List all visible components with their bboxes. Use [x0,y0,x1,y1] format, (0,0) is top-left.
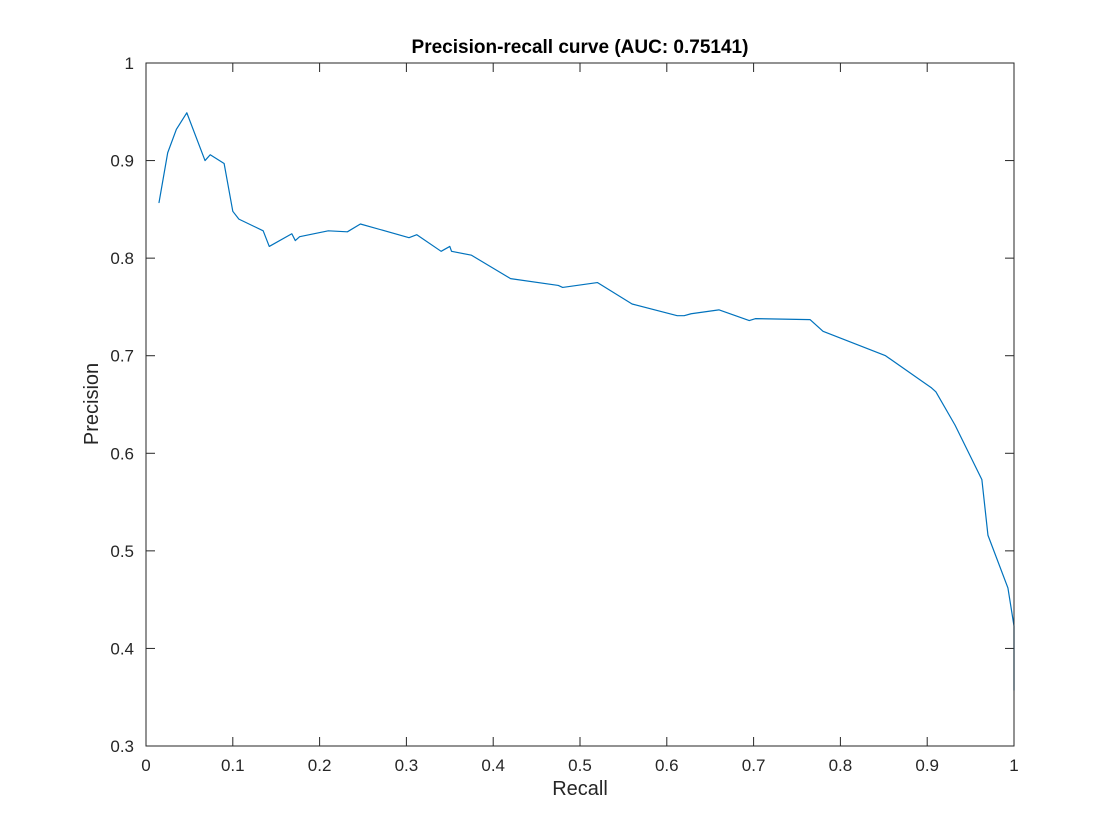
series-layer [158,112,1015,691]
x-tick-label: 0.9 [915,756,939,775]
axes-box [145,62,1015,747]
chart-title: Precision-recall curve (AUC: 0.75141) [412,37,749,58]
y-tick-label: 0.8 [110,249,134,268]
y-tick-label: 0.7 [110,347,134,366]
x-tick-label: 0.6 [655,756,679,775]
x-tick-label: 0.2 [308,756,332,775]
y-tick-label: 1 [125,54,134,73]
x-tick-label: 1 [1009,756,1018,775]
x-tick-label: 0.4 [481,756,505,775]
plot-area [146,63,1014,746]
y-axis-title: Precision [81,363,103,445]
y-tick-label: 0.6 [110,444,134,463]
x-tick-label: 0.7 [742,756,766,775]
y-tick-label: 0.4 [110,639,134,658]
y-tick-label: 0.5 [110,542,134,561]
x-tick-label: 0.8 [829,756,853,775]
x-tick-label: 0.1 [221,756,245,775]
x-tick-label: 0 [141,756,150,775]
x-axis-title: Recall [552,778,608,800]
x-tick-label: 0.3 [395,756,419,775]
ticks-layer: 0 0.1 0.2 0.3 0.4 0.5 0.6 0.7 0.8 0.9 1 0.3 0.4 0.5 0.… [110,54,1018,775]
x-tick-label: 0.5 [568,756,592,775]
pr-curve-line [158,112,1015,691]
y-tick-label: 0.3 [110,737,134,756]
y-tick-label: 0.9 [110,152,134,171]
